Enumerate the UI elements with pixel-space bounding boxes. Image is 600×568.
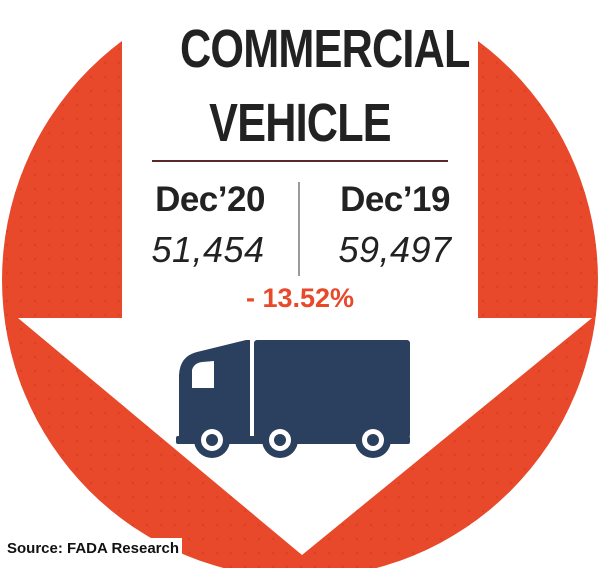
title-divider xyxy=(152,160,448,162)
down-arrow-icon xyxy=(18,0,592,555)
comparison-divider xyxy=(298,182,300,276)
period-current: Dec’20 xyxy=(155,180,265,219)
value-current: 51,454 xyxy=(151,229,265,270)
source-note: Source: FADA Research xyxy=(7,538,183,559)
title-line-2: VEHICLE xyxy=(209,93,391,153)
period-previous: Dec’19 xyxy=(340,180,450,219)
value-previous: 59,497 xyxy=(338,229,452,270)
percent-change: - 13.52% xyxy=(245,283,355,313)
title-line-1: COMMERCIAL xyxy=(180,19,470,79)
truck-icon xyxy=(176,340,410,458)
